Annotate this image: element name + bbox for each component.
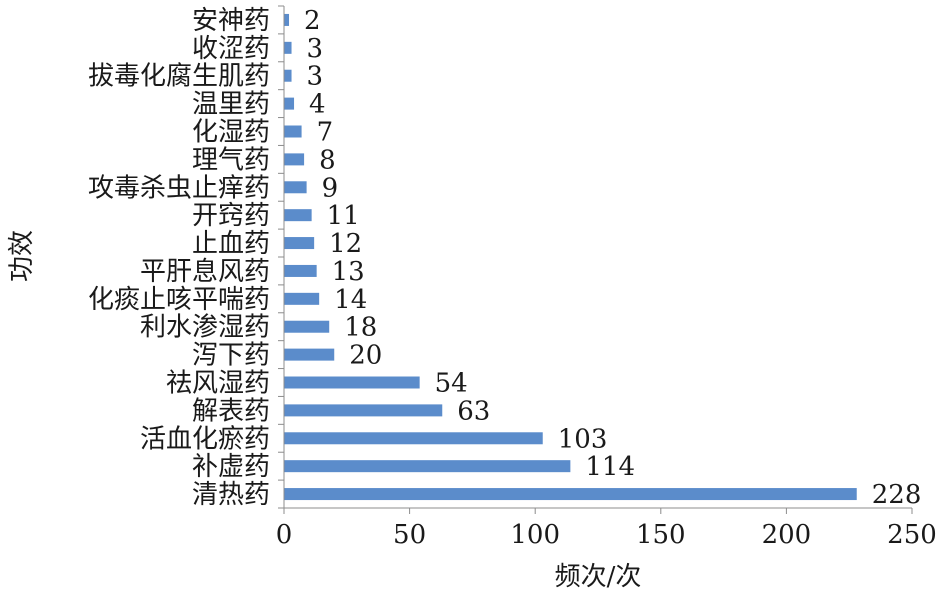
y-axis-title: 功效 xyxy=(7,230,37,282)
bar xyxy=(284,69,292,82)
bar xyxy=(284,181,307,194)
data-label: 9 xyxy=(322,173,339,203)
category-label: 化湿药 xyxy=(192,118,270,148)
data-label: 12 xyxy=(329,229,362,259)
axes-layer xyxy=(278,5,913,514)
category-label: 拔毒化腐生肌药 xyxy=(88,62,270,92)
category-label: 泻下药 xyxy=(192,341,270,371)
category-label: 理气药 xyxy=(192,145,270,175)
data-label: 8 xyxy=(319,145,336,175)
bar xyxy=(284,41,292,54)
data-label: 14 xyxy=(334,285,367,315)
category-label: 活血化瘀药 xyxy=(140,424,270,454)
x-tick-label: 250 xyxy=(887,520,937,550)
data-label: 7 xyxy=(317,118,334,148)
data-label: 11 xyxy=(327,201,360,231)
category-label: 解表药 xyxy=(192,396,270,426)
bars-layer xyxy=(284,13,857,501)
bar xyxy=(284,376,420,389)
x-tick-label: 100 xyxy=(510,520,560,550)
data-label: 13 xyxy=(332,257,365,287)
bar xyxy=(284,153,305,166)
data-label: 114 xyxy=(585,452,635,482)
category-label: 止血药 xyxy=(192,229,270,259)
bar xyxy=(284,237,315,250)
bar xyxy=(284,292,320,305)
data-label: 18 xyxy=(344,313,377,343)
bar xyxy=(284,460,571,473)
bar xyxy=(284,264,317,277)
bar xyxy=(284,97,295,110)
category-label: 平肝息风药 xyxy=(140,257,270,287)
bar xyxy=(284,320,330,333)
bar xyxy=(284,432,543,445)
data-label: 4 xyxy=(309,90,326,120)
x-tick-label: 50 xyxy=(393,520,426,550)
x-axis-title: 频次/次 xyxy=(555,562,642,592)
data-label: 2 xyxy=(304,6,321,36)
category-label: 安神药 xyxy=(192,6,270,36)
data-label: 63 xyxy=(457,396,490,426)
category-label: 利水渗湿药 xyxy=(140,313,270,343)
x-tick-label: 0 xyxy=(276,520,293,550)
data-label: 3 xyxy=(307,62,324,92)
x-tick-label: 200 xyxy=(762,520,812,550)
bar xyxy=(284,13,290,26)
data-label: 3 xyxy=(307,34,324,64)
bar xyxy=(284,348,335,361)
data-label: 228 xyxy=(872,480,922,510)
data-label: 20 xyxy=(349,341,382,371)
category-label: 收涩药 xyxy=(192,34,270,64)
category-label: 祛风湿药 xyxy=(166,369,270,399)
category-label: 清热药 xyxy=(192,480,270,510)
bar xyxy=(284,209,312,222)
bar xyxy=(284,488,857,501)
labels-layer: 安神药 2 收涩药 3 拔毒化腐生肌药 3 温里药 4 化湿药 7 理气药 8 攻毒杀虫止痒药 9 开窍药 1… xyxy=(7,6,937,592)
bar xyxy=(284,125,302,138)
category-label: 温里药 xyxy=(192,90,270,120)
category-label: 补虚药 xyxy=(192,452,270,482)
category-label: 开窍药 xyxy=(192,201,270,231)
data-label: 54 xyxy=(435,369,468,399)
category-label: 化痰止咳平喘药 xyxy=(88,285,270,315)
bar xyxy=(284,404,443,417)
x-tick-label: 150 xyxy=(636,520,686,550)
data-label: 103 xyxy=(558,424,608,454)
category-label: 攻毒杀虫止痒药 xyxy=(88,173,270,203)
